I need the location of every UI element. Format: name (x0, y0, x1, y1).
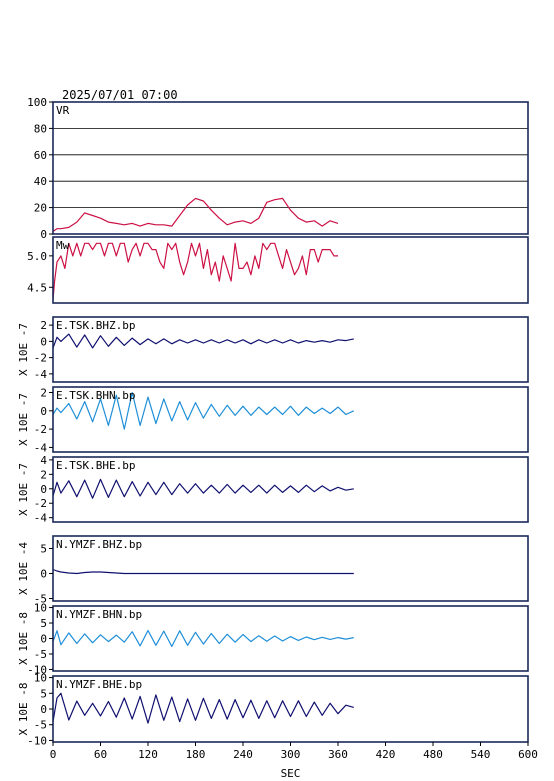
trace-vr (52, 197, 339, 232)
y-tick-label: -2 (34, 497, 47, 510)
y-tick-label: 4 (40, 454, 47, 467)
panel-tsk_bhz: -4 -2 0 2 E.TSK.BHZ.bp X 10E -7 (17, 316, 529, 383)
trace-ymzf_bhn (52, 629, 354, 648)
x-tick-label: 180 (186, 748, 206, 761)
y-tick-label: 0 (40, 633, 47, 646)
y-tick-label: 10 (34, 672, 47, 685)
panel-mw: 4.5 5.0 Mw (27, 236, 529, 304)
panel-frame (52, 535, 529, 602)
y-tick-label: -2 (34, 352, 47, 365)
y-tick-label: 0 (40, 568, 47, 581)
y-tick-label: 5 (40, 687, 47, 700)
panel-ymzf_bhe: -10 -5 0 5 10 N.YMZF.BHE.bp X 10E -8 (17, 672, 529, 747)
panel-frame (52, 456, 529, 523)
x-tick-label: 300 (281, 748, 301, 761)
y-tick-label: 5 (40, 617, 47, 630)
y-tick-label: 0 (40, 405, 47, 418)
trace-ymzf_bhe (52, 692, 354, 724)
y-tick-label: -10 (27, 663, 47, 676)
x-tick-label: 540 (471, 748, 491, 761)
panel-label: E.TSK.BHN.bp (56, 389, 135, 402)
y-axis-label: X 10E -8 (17, 683, 30, 736)
x-tick-label: 0 (50, 748, 57, 761)
y-tick-label: -10 (27, 734, 47, 747)
y-tick-label: 2 (40, 386, 47, 399)
y-tick-label: 5 (40, 543, 47, 556)
y-tick-label: -2 (34, 423, 47, 436)
trace-tsk_bhz (52, 333, 354, 349)
panel-label: Mw (56, 239, 70, 252)
x-tick-label: 60 (94, 748, 107, 761)
panel-label: VR (56, 104, 70, 117)
y-axis-label: X 10E -7 (17, 323, 30, 376)
panel-frame (52, 101, 529, 235)
y-tick-label: 2 (40, 319, 47, 332)
y-tick-label: -5 (34, 719, 47, 732)
x-axis: 0 60 120 180 240 300 360 420 480 540 600 SEC (50, 742, 538, 780)
panel-tsk_bhn: -4 -2 0 2 E.TSK.BHN.bp X 10E -7 (17, 386, 529, 454)
x-tick-label: 240 (233, 748, 253, 761)
panel-label: N.YMZF.BHN.bp (56, 608, 142, 621)
trace-tsk_bhn (52, 391, 355, 430)
y-tick-label: 4.5 (27, 281, 47, 294)
x-tick-label: 600 (518, 748, 538, 761)
panel-ymzf_bhn: -10 -5 0 5 10 N.YMZF.BHN.bp X 10E -8 (17, 602, 529, 676)
y-axis-label: X 10E -7 (17, 393, 30, 446)
y-axis-label: X 10E -8 (17, 612, 30, 665)
panel-tsk_bhe: -4 -20 24 E.TSK.BHE.bp X 10E -7 (17, 454, 529, 525)
panel-vr: 0 20 40 60 80 100 VR (27, 96, 529, 241)
panel-ymzf_bhz: -5 0 5 N.YMZF.BHZ.bp X 10E -4 (17, 535, 529, 606)
trace-mw (52, 242, 338, 300)
y-tick-label: -4 (34, 441, 48, 454)
y-axis-label: X 10E -4 (17, 542, 30, 595)
y-axis-label: X 10E -7 (17, 463, 30, 516)
panel-frame (52, 236, 529, 304)
y-tick-label: 10 (34, 602, 47, 615)
y-tick-label: 20 (34, 202, 47, 215)
y-tick-label: 2 (40, 468, 47, 481)
y-tick-label: -4 (34, 368, 48, 381)
panel-label: N.YMZF.BHE.bp (56, 678, 142, 691)
x-tick-label: 420 (376, 748, 396, 761)
y-tick-label: 80 (34, 122, 47, 135)
y-tick-label: 0 (40, 228, 47, 241)
y-tick-label: 0 (40, 483, 47, 496)
x-axis-label: SEC (281, 767, 301, 780)
panel-label: E.TSK.BHE.bp (56, 459, 135, 472)
x-tick-label: 120 (138, 748, 158, 761)
y-tick-label: -5 (34, 648, 47, 661)
y-tick-label: -4 (34, 512, 48, 525)
panel-label: E.TSK.BHZ.bp (56, 319, 135, 332)
x-tick-label: 360 (328, 748, 348, 761)
y-tick-label: 100 (27, 96, 47, 109)
panel-frame (52, 386, 529, 453)
y-tick-label: 5.0 (27, 250, 47, 263)
panel-frame (52, 316, 529, 383)
y-tick-label: 0 (40, 703, 47, 716)
y-tick-label: 40 (34, 175, 47, 188)
header-datetime: 2025/07/01 07:00 (62, 88, 178, 102)
trace-tsk_bhe (52, 478, 354, 499)
x-tick-label: 480 (423, 748, 443, 761)
panel-label: N.YMZF.BHZ.bp (56, 538, 142, 551)
y-tick-label: -5 (34, 593, 47, 606)
y-tick-label: 0 (40, 335, 47, 348)
y-tick-label: 60 (34, 149, 47, 162)
trace-ymzf_bhz (52, 568, 354, 575)
